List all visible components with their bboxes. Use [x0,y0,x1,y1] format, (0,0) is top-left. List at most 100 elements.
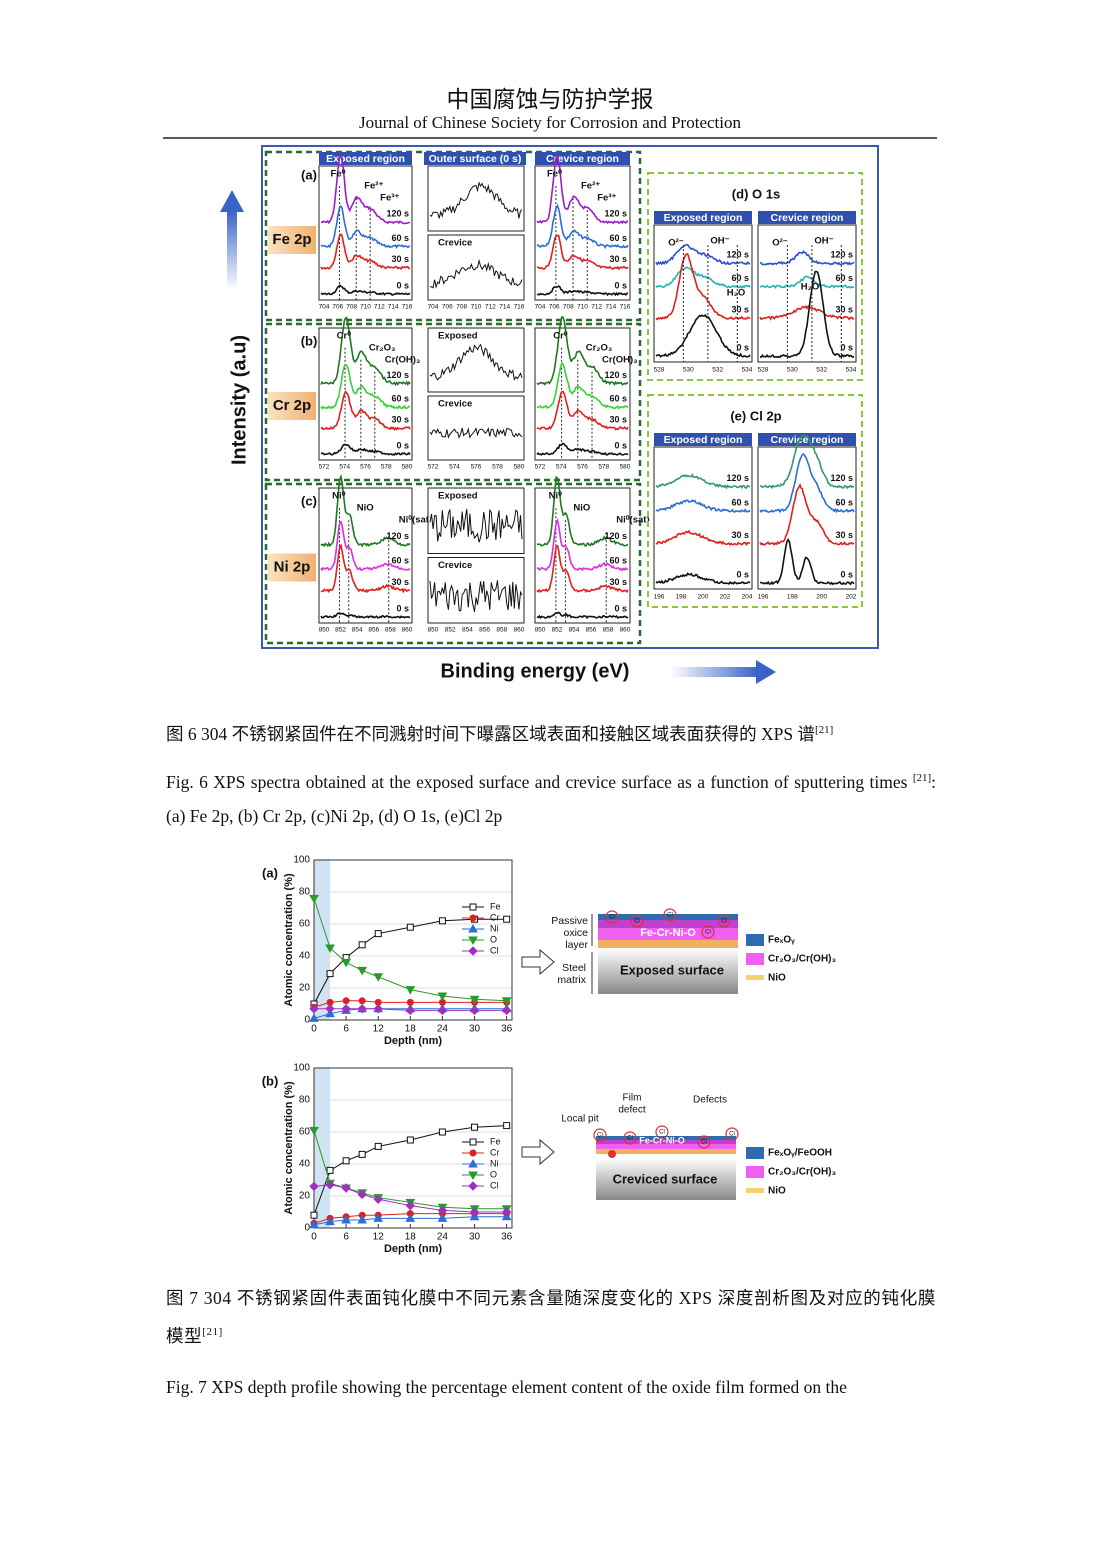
x-tick-label: 574 [449,464,460,471]
arrow [227,210,237,290]
x-tick-label: 704 [535,304,546,311]
marker [501,1207,512,1217]
x-tick-label: 854 [352,627,363,634]
film-label: Fe-Cr-Ni-O [639,1135,685,1145]
steel-matrix [596,1160,736,1200]
spectrum [320,316,411,387]
cl-label: Cl [634,919,640,925]
time-label: 60 s [731,273,749,283]
marker [342,997,350,1005]
cl-ion [663,908,677,922]
y-tick-label: 20 [299,1191,311,1202]
x-tick-label: 528 [758,367,769,374]
marker [357,1004,367,1014]
oxide-layer [598,920,738,928]
time-label: 0 s [840,569,853,579]
marker [374,1142,382,1150]
x-tick-label: 860 [620,627,631,634]
spectrum [536,611,629,620]
spectrum [320,233,411,270]
x-tick-label: 200 [698,594,709,601]
marker [309,1004,319,1014]
arrow [521,1138,555,1166]
peak-label: Ni⁰ [549,491,563,502]
spectrum [759,275,855,290]
text: 图 6 304 不锈钢紧固件在不同溅射时间下曝露区域表面和接触区域表面获得的 X… [166,723,815,744]
series-line [313,898,507,1002]
x-tick-label: 858 [496,627,507,634]
marker [310,1211,318,1219]
spectrum [429,508,523,543]
x-tick-label: 578 [492,464,503,471]
time-label: 30 s [609,577,627,587]
oxide-layer [596,1144,736,1149]
time-label: 30 s [835,305,853,315]
y-tick-label: 20 [299,983,311,994]
spectrum [759,270,855,359]
journal-title-en: Journal of Chinese Society for Corrosion… [359,113,741,132]
time-label: 120 s [604,209,627,219]
marker [438,917,446,925]
spectrum [759,483,855,546]
legend-marker [468,1171,478,1181]
time-label: 120 s [386,531,409,541]
time-label: 120 s [604,370,627,380]
y-tick-label: 0 [304,1223,310,1234]
panel-frame [653,446,753,590]
time-label: 60 s [391,555,409,565]
y-tick-label: 100 [293,855,310,866]
region-title: Crevice region [771,212,844,224]
x-axis-title: Binding energy (eV) [441,660,630,682]
cl-label: Cl [627,1136,633,1142]
marker [373,1194,383,1204]
spectrum [759,538,855,586]
text: 图 7 304 不锈钢紧固件表面钝化膜中不同元素含量随深度变化的 XPS 深度剖… [166,1288,936,1346]
row-frame [264,482,642,645]
marker [358,997,366,1005]
sub-label: Exposed [438,331,478,342]
ref: [21] [814,724,834,736]
region-header [424,152,526,165]
spectrum [536,390,629,431]
time-label: 60 s [609,555,627,565]
time-label: 60 s [609,394,627,404]
spectrum [536,315,629,386]
element-label: Fe 2p [272,231,311,248]
x-tick-label: 572 [428,464,439,471]
oxide-layer [598,940,738,948]
panel-label: (a) [262,865,278,880]
marker [374,930,382,938]
marker [469,1207,480,1217]
spectrum [320,390,411,431]
label: Passive [551,915,588,927]
peak-label: NiO [573,503,590,514]
x-tick-label: 528 [654,367,665,374]
cl-label: Cl [597,1133,603,1139]
spectrum [655,266,751,289]
x-tick-label: 714 [388,304,399,311]
region-header [654,433,752,446]
x-tick-label: 530 [787,367,798,374]
marker [309,894,319,904]
spectrum [320,364,411,410]
legend-marker [468,1158,478,1168]
x-tick-label: 856 [368,627,379,634]
highlight-band [314,1068,331,1228]
time-label: 30 s [391,415,409,425]
time-label: 0 s [736,569,749,579]
marker [373,973,384,982]
spectrum [429,258,523,289]
x-tick-label: 24 [437,1232,449,1243]
x-tick-label: 712 [374,304,385,311]
time-label: 120 s [604,531,627,541]
marker [437,1213,448,1222]
y-tick-label: 40 [299,1159,311,1170]
x-tick-label: 580 [620,464,631,471]
panel-frame [534,487,631,624]
legend-swatch [746,1188,764,1193]
marker [469,1005,480,1016]
element-badge [268,553,316,582]
y-tick-label: 60 [299,1127,311,1138]
spectrum [536,203,629,250]
